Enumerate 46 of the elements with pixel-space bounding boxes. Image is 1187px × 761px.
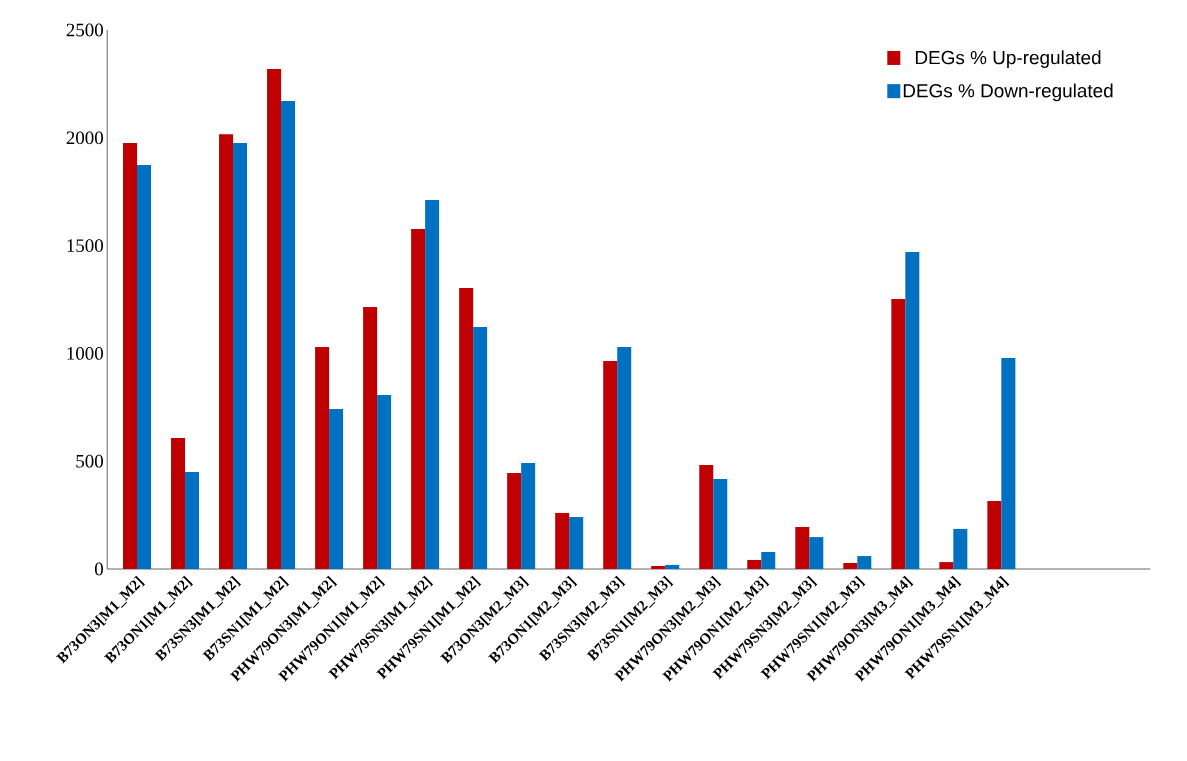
bar	[699, 465, 714, 569]
bar	[651, 565, 666, 569]
y-tick-label: 500	[76, 454, 103, 468]
y-tick-label: 2000	[66, 131, 103, 145]
bar	[843, 562, 858, 569]
bar	[747, 559, 762, 569]
bar	[329, 409, 344, 569]
legend-label: DEGs % Up-regulated	[915, 50, 1101, 68]
bar	[473, 327, 488, 569]
bar	[891, 299, 906, 569]
bar	[521, 462, 536, 569]
bar	[603, 360, 618, 569]
y-tick-label: 0	[94, 562, 103, 576]
bar	[953, 528, 968, 569]
y-tick-label: 1000	[67, 347, 103, 360]
bar	[1001, 357, 1016, 569]
bar	[185, 471, 200, 569]
legend-label: DEGs % Down-regulated	[903, 83, 1113, 102]
bar	[171, 437, 186, 569]
bar	[281, 100, 296, 569]
bar	[905, 252, 920, 569]
bar	[857, 556, 872, 569]
bar	[939, 562, 954, 569]
bar	[123, 142, 137, 569]
y-tick-label: 2500	[66, 23, 103, 37]
bar	[795, 526, 810, 569]
bar	[761, 551, 776, 569]
bar	[617, 346, 632, 569]
bar	[267, 69, 282, 569]
bar	[555, 512, 570, 569]
bar	[507, 473, 522, 569]
bar	[809, 537, 824, 569]
bar	[459, 288, 474, 569]
bar	[219, 134, 234, 569]
bar	[377, 395, 392, 569]
bar	[233, 142, 248, 569]
bar	[363, 307, 378, 569]
bar	[411, 229, 426, 569]
y-tick-label: 1500	[67, 239, 103, 252]
bar	[315, 346, 330, 569]
bar	[713, 479, 728, 569]
bar	[425, 200, 440, 569]
bar	[987, 501, 1002, 569]
bar	[665, 564, 680, 569]
bar	[137, 164, 151, 569]
bar	[569, 517, 584, 569]
